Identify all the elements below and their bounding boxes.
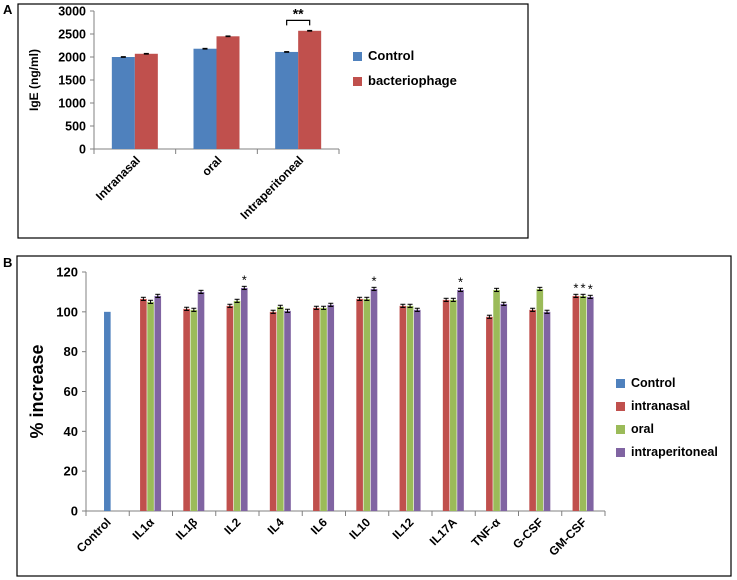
bar-intraperitoneal [586,296,594,511]
legend-swatch-control [616,379,625,388]
significance-marker: * [573,280,578,295]
bar-intranasal [313,307,320,511]
bar-control [275,51,299,149]
bar-oral [406,305,414,511]
y-tick-label: 40 [64,424,78,439]
bar-intranasal [140,298,147,511]
panel-a-chart: 0 500 1000 1500 2000 2500 3000 Intranasal oral In… [27,4,457,222]
x-category-label: Intranasal [93,153,143,203]
bar-intranasal [486,316,493,511]
bar-intranasal [572,295,580,511]
bar-intranasal [356,298,363,511]
legend-label-control: Control [368,48,414,63]
bar-oral [493,289,500,511]
y-tick-label: 120 [56,265,78,280]
bar-intranasal [226,305,234,511]
x-category-label: IL1β [173,515,200,542]
x-category-label: oral [199,153,224,178]
bar-intraperitoneal [284,310,291,511]
bar-bacteriophage [134,53,158,149]
bar-oral [450,299,457,511]
bar-control [193,48,217,149]
bar-oral [190,309,198,511]
x-category-label: IL12 [390,515,417,542]
legend-swatch-intraperitoneal [616,448,625,457]
bar-control [104,311,111,511]
bar-intraperitoneal [154,295,162,511]
bar-bacteriophage [298,30,322,150]
bar-intranasal [399,305,407,511]
bar-control [111,57,135,149]
y-axis-label: % increase [27,344,47,438]
y-tick-label: 2500 [58,27,86,41]
y-tick-label: 0 [79,142,86,156]
legend-swatch-oral [616,425,625,434]
significance-marker: ** [293,5,304,21]
x-category-label: Control [74,515,114,555]
bar-oral [320,307,327,511]
y-tick-label: 1000 [58,96,86,110]
y-tick-label: 0 [71,504,78,519]
x-category-label: IL6 [308,515,330,537]
bar-oral [363,298,371,511]
bar-oral [147,301,154,511]
significance-marker: * [371,273,376,288]
bar-bacteriophage [216,36,240,149]
bar-oral [233,300,241,511]
bar-intraperitoneal [197,291,205,511]
bar-oral [277,306,284,511]
y-tick-label: 1500 [58,73,86,87]
panel-b-label: B [3,255,12,270]
legend-swatch-control [353,52,362,61]
y-tick-label: 80 [64,344,78,359]
significance-bracket [286,19,311,26]
x-category-label: TNF-α [469,515,504,550]
y-tick-label: 100 [56,304,78,319]
panel-b-chart: 0 20 40 60 80 100 120 Control IL1α IL1β IL2 IL4 IL6 I… [27,265,718,559]
bar-intraperitoneal [500,303,508,511]
legend-swatch-intranasal [616,402,625,411]
bar-intranasal [183,308,190,511]
legend-label-intraperitoneal: intraperitoneal [631,445,718,459]
panel-a-label: A [3,2,13,17]
significance-marker: * [458,274,463,289]
significance-marker: * [581,280,586,295]
bar-intranasal [529,309,536,511]
x-category-label: IL10 [346,515,373,542]
bar-intranasal [269,311,277,511]
y-tick-label: 3000 [58,4,86,18]
y-tick-label: 60 [64,384,78,399]
x-category-label: IL4 [265,515,287,537]
legend-label-intranasal: intranasal [631,399,690,413]
x-category-label: G-CSF [510,515,546,551]
bar-intranasal [442,299,450,511]
bar-intraperitoneal [543,311,551,511]
legend-label-oral: oral [631,422,654,436]
bar-intraperitoneal [457,289,464,511]
panel-b-frame [16,255,732,577]
panel-a-frame [17,3,529,239]
bar-intraperitoneal [240,287,248,511]
significance-marker: * [242,272,247,287]
bar-oral [579,295,587,511]
x-category-label: IL2 [221,515,243,537]
x-category-label: IL1α [130,515,158,543]
x-category-label: GM-CSF [546,515,589,558]
y-tick-label: 500 [65,119,86,133]
significance-marker: * [588,281,593,296]
y-axis-label: IgE (ng/ml) [27,49,41,111]
bar-oral [536,288,544,511]
x-category-label: IL17A [427,515,460,548]
y-tick-label: 20 [64,464,78,479]
x-category-label: Intraperitoneal [237,153,306,222]
bar-intraperitoneal [370,288,378,511]
bar-intraperitoneal [413,309,421,511]
legend-label-bacteriophage: bacteriophage [368,73,457,88]
legend-label-control: Control [631,376,675,390]
bar-intraperitoneal [327,304,335,511]
legend-swatch-bacteriophage [353,77,362,86]
y-tick-label: 2000 [58,50,86,64]
